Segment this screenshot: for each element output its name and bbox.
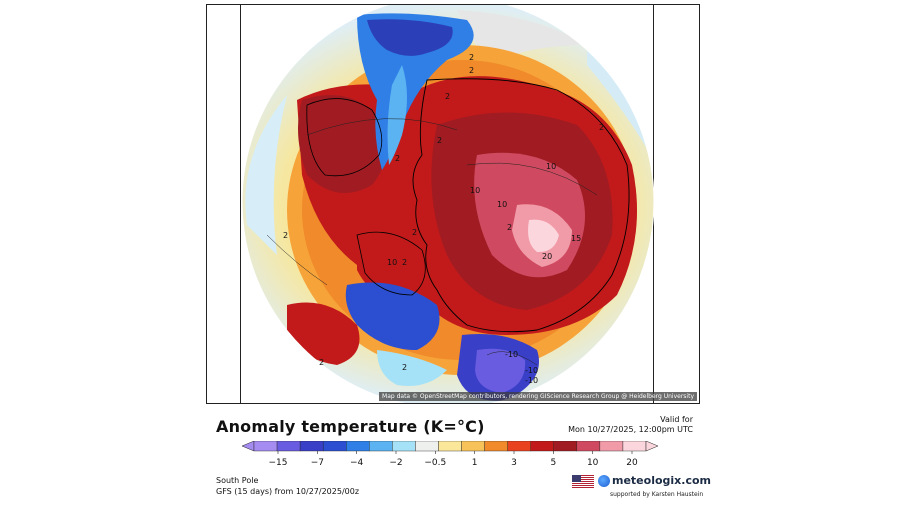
legend-swatch — [369, 441, 393, 452]
model-run-label: GFS (15 days) from 10/27/2025/00z — [216, 487, 360, 496]
legend-swatch — [392, 441, 416, 452]
legend-tick-label: −0.5 — [424, 458, 446, 468]
contour-label: -10 — [525, 376, 538, 385]
legend-swatch — [346, 441, 370, 452]
region-label: South Pole — [216, 476, 259, 485]
contour-label: 10 — [470, 186, 480, 195]
contour-label: 15 — [571, 234, 581, 243]
map-panel[interactable]: 2 2 2 2 2 2 2 2 2 2 2 2 10 10 10 10 15 20 -10 -10 -10 Map da… — [206, 4, 700, 404]
meteologix-logo-icon — [598, 475, 610, 487]
legend-swatch — [484, 441, 508, 452]
contour-label: 2 — [395, 154, 400, 163]
contour-label: -10 — [525, 366, 538, 375]
valid-label: Valid for — [660, 415, 693, 424]
legend-swatch — [438, 441, 462, 452]
legend-tick-label: 3 — [511, 458, 517, 468]
legend-swatch — [322, 441, 347, 452]
legend-swatch — [530, 441, 554, 452]
brand-block[interactable]: meteologix.com supported by Karsten Haus… — [572, 473, 711, 503]
legend-swatch — [553, 441, 578, 452]
legend-swatch — [599, 441, 624, 452]
legend-tick-label: −4 — [350, 458, 364, 468]
legend-tick-label: 20 — [626, 458, 638, 468]
contour-label: 2 — [437, 136, 442, 145]
legend-tick-label: 1 — [472, 458, 478, 468]
legend-arrow-right — [645, 441, 659, 452]
footer-info: South Pole GFS (15 days) from 10/27/2025… — [216, 475, 359, 497]
legend-tick-label: −2 — [389, 458, 402, 468]
us-flag-icon[interactable] — [572, 475, 594, 488]
contour-label: 2 — [402, 258, 407, 267]
valid-datetime: Mon 10/27/2025, 12:00pm UTC — [568, 425, 693, 434]
contour-label: 2 — [412, 228, 417, 237]
legend-tick-label: 10 — [587, 458, 599, 468]
legend-tick-label: 5 — [550, 458, 556, 468]
valid-time: Valid for Mon 10/27/2025, 12:00pm UTC — [568, 415, 693, 435]
legend-swatch — [622, 441, 647, 452]
contour-label: 2 — [469, 66, 474, 75]
contour-label: 2 — [469, 53, 474, 62]
contour-label: 2 — [319, 358, 324, 367]
legend-tick-label: −7 — [311, 458, 324, 468]
legend-arrow-left — [241, 441, 255, 452]
contour-label: 2 — [507, 223, 512, 232]
map-frame-left-line — [240, 5, 241, 403]
contour-label: 2 — [402, 363, 407, 372]
contour-label: 10 — [546, 162, 556, 171]
supported-by: supported by Karsten Haustein — [610, 491, 704, 498]
contour-label: 2 — [599, 123, 604, 132]
map-attribution[interactable]: Map data © OpenStreetMap contributors, r… — [379, 392, 697, 401]
legend-tick-label: −15 — [269, 458, 288, 468]
contour-label: 2 — [445, 92, 450, 101]
legend-swatch — [507, 441, 531, 452]
contour-label: 10 — [387, 258, 397, 267]
legend-swatch — [576, 441, 601, 452]
legend-swatch — [299, 441, 324, 452]
legend-swatch — [253, 441, 278, 452]
color-legend: −15 −7 −4 −2 −0.5 1 3 5 10 20 — [241, 441, 659, 468]
contour-label: -10 — [505, 350, 518, 359]
legend-swatch — [276, 441, 301, 452]
legend-swatch — [415, 441, 439, 452]
contour-label: 10 — [497, 200, 507, 209]
brand-name[interactable]: meteologix.com — [612, 474, 711, 487]
legend-swatch — [461, 441, 485, 452]
contour-label: 2 — [283, 231, 288, 240]
map-title: Anomaly temperature (K=°C) — [216, 417, 485, 436]
contour-label: 20 — [542, 252, 552, 261]
